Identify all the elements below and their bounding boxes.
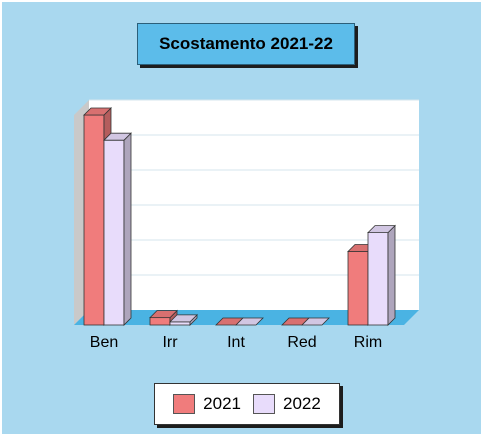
chart-title: Scostamento 2021-22 <box>159 34 333 53</box>
x-tick-label-Red: Red <box>287 334 316 351</box>
bar-side-2022-Rim <box>387 224 396 326</box>
legend-item-2021: 2021 <box>173 394 241 414</box>
bar-top-2022-Ben <box>103 132 132 141</box>
x-tick-label-Int: Int <box>227 334 245 351</box>
bar-2021-Ben <box>83 114 105 326</box>
bar-top-2021-Ben <box>83 107 112 116</box>
bar-2022-Rim <box>367 232 389 326</box>
bar-2022-Irr <box>169 321 191 326</box>
bar-top-2022-Rim <box>367 225 396 234</box>
legend-item-2022: 2022 <box>253 394 321 414</box>
bar-2022-Ben <box>103 139 125 326</box>
bar-2022-Red <box>301 317 330 326</box>
legend-swatch-2022 <box>253 394 275 414</box>
chart-title-box: Scostamento 2021-22 <box>137 23 355 65</box>
x-tick-label-Irr: Irr <box>162 334 178 351</box>
legend-label-2021: 2021 <box>203 394 241 413</box>
legend-label-2022: 2022 <box>283 394 321 413</box>
x-tick-label-Ben: Ben <box>90 334 118 351</box>
x-tick-label-Rim: Rim <box>354 334 382 351</box>
legend: 2021 2022 <box>154 383 340 425</box>
bar-2022-Int <box>235 317 264 326</box>
bar-top-2022-Irr <box>169 314 198 323</box>
legend-swatch-2021 <box>173 394 196 414</box>
bar-2021-Rim <box>347 251 369 326</box>
bar-top-2021-Irr <box>149 310 178 319</box>
bar-side-2022-Ben <box>123 132 132 326</box>
bar-2021-Irr <box>149 317 171 326</box>
